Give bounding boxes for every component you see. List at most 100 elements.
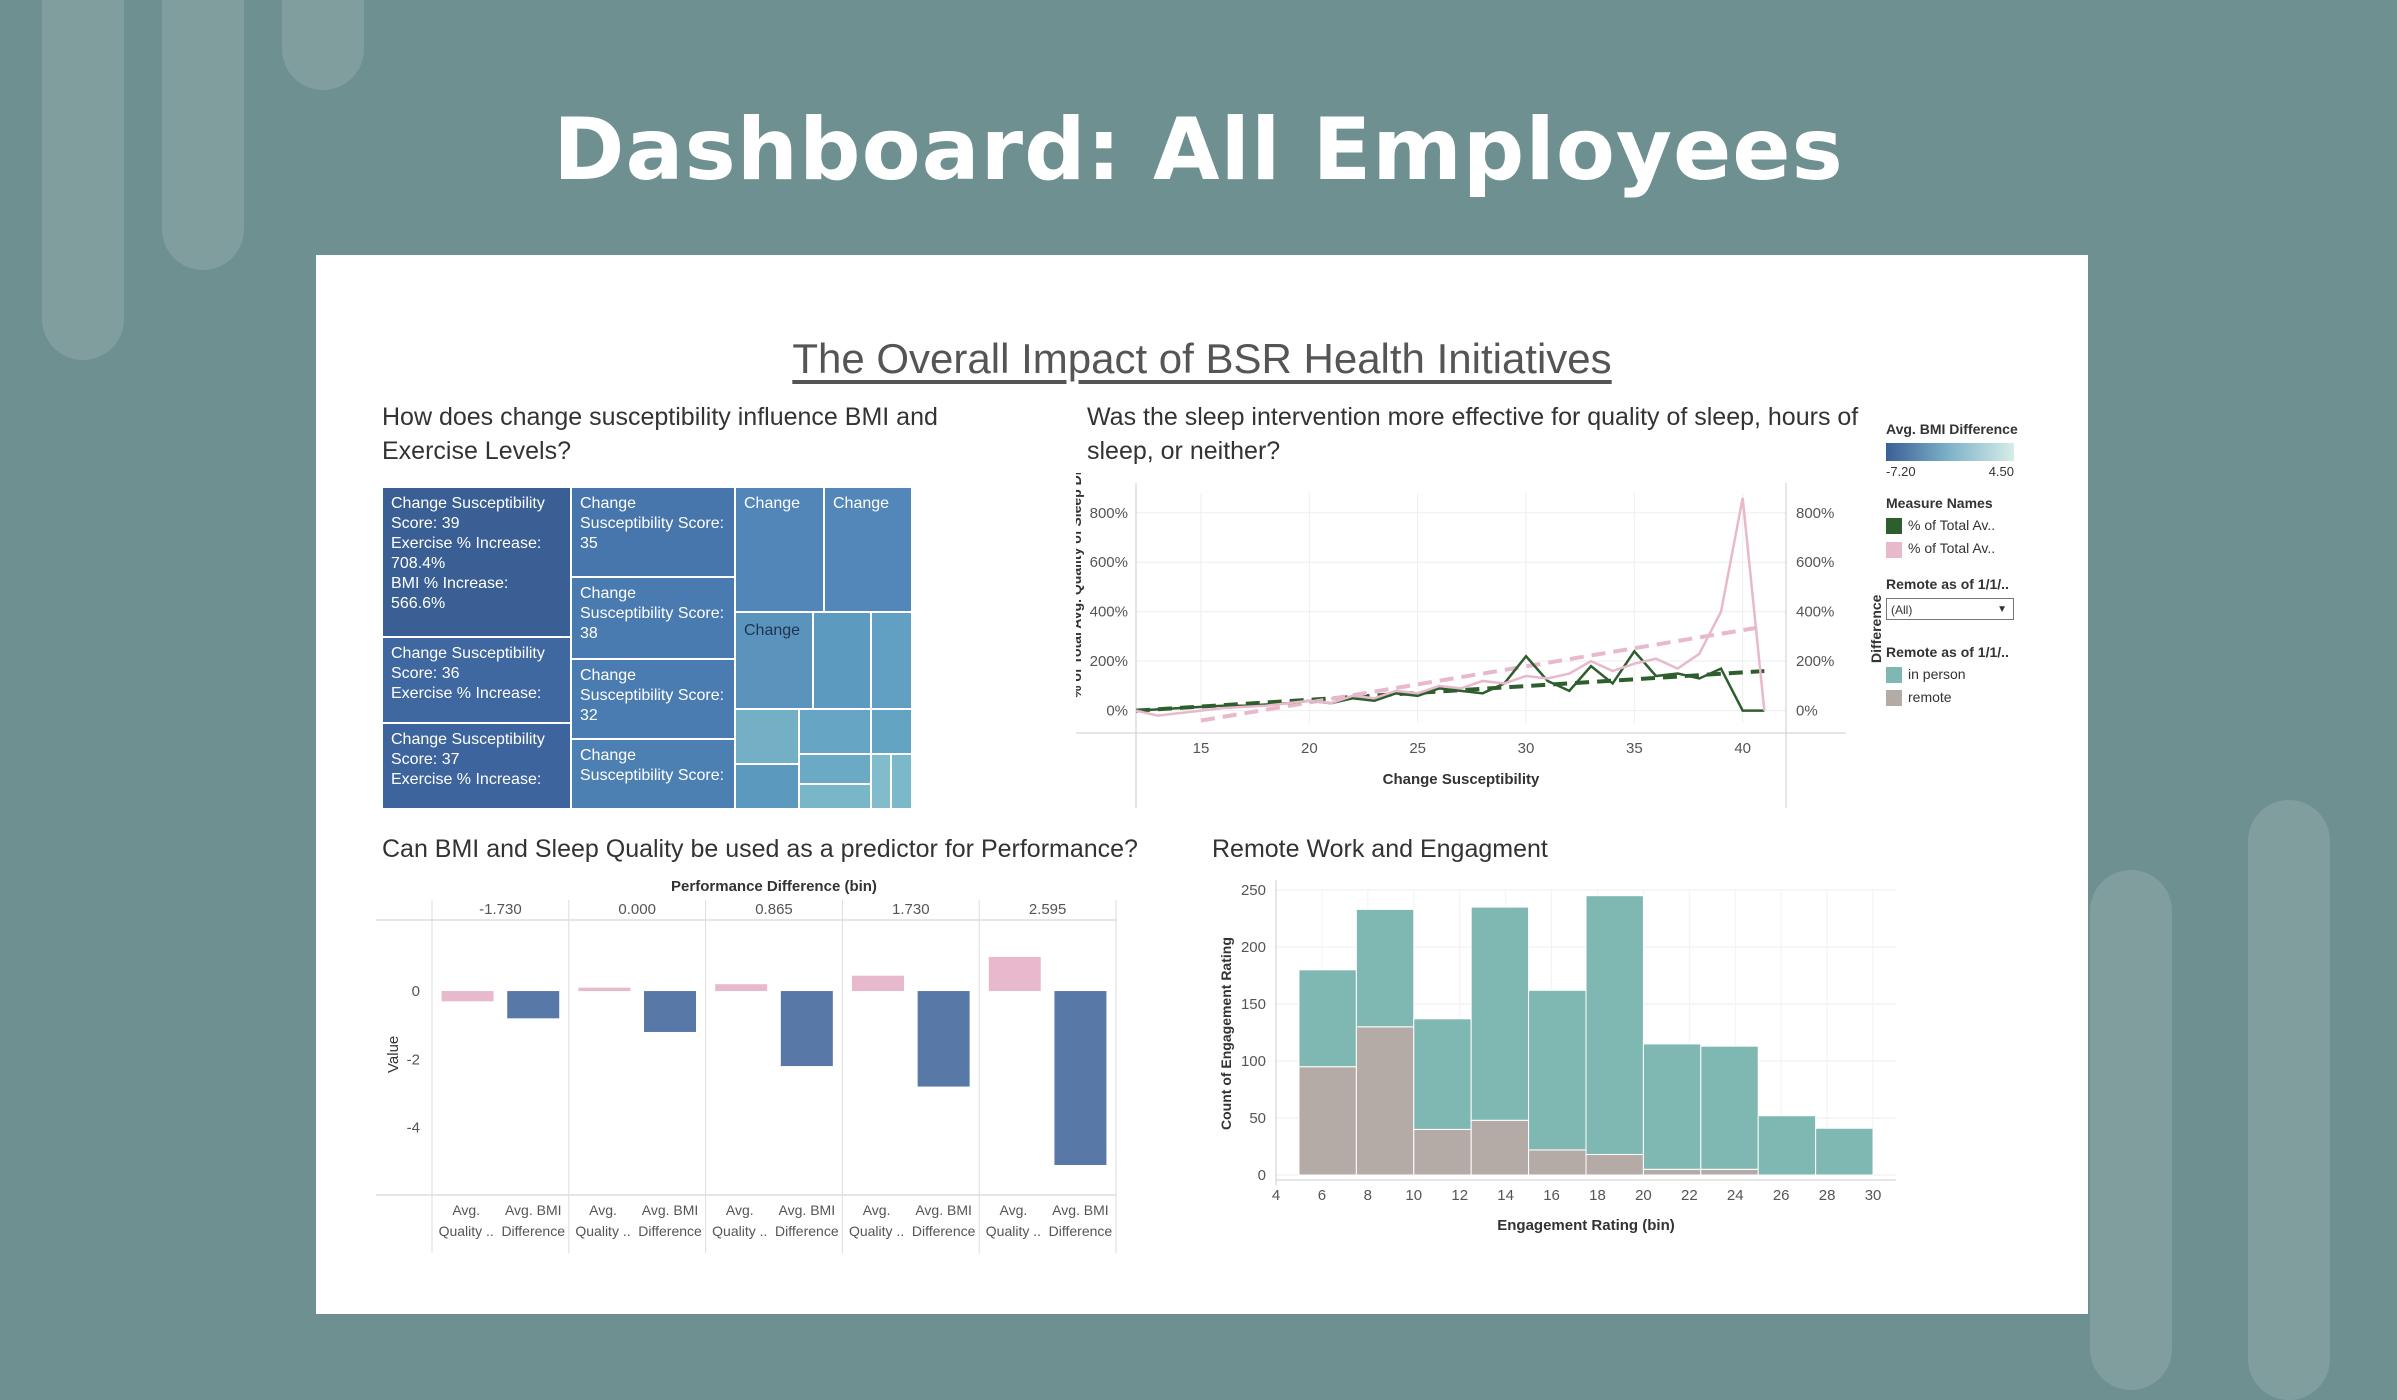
legend-swatch	[1886, 666, 1902, 683]
y-tick-label: -4	[407, 1119, 420, 1136]
treemap-tile[interactable]: Change Susceptibility Score: 37 Exercise…	[382, 723, 571, 809]
remote-bar	[1528, 1149, 1587, 1176]
remote-filter-dropdown[interactable]: (All) ▼	[1886, 597, 2014, 620]
in-person-bar	[1413, 1018, 1472, 1130]
sleep-line-chart[interactable]: 0% 0% 200% 200% 400% 400% 600% 600% 800% 800% 15 20…	[1076, 473, 1896, 823]
treemap-tile[interactable]: Change	[735, 612, 813, 709]
bar-label: Avg.	[726, 1202, 754, 1218]
x-tick-label: 26	[1773, 1187, 1790, 1204]
treemap-tile-label: Change	[744, 495, 801, 512]
x-axis-title: Engagement Rating (bin)	[1497, 1217, 1675, 1234]
performance-bar-chart[interactable]: Performance Difference (bin) 0 -2 -4 Value -1…	[376, 875, 1126, 1295]
treemap-tile[interactable]: Change Susceptibility Score: 32	[571, 659, 735, 739]
treemap-tile[interactable]	[871, 612, 912, 709]
legend-swatch	[1886, 518, 1902, 535]
y-right-axis-title: Difference	[1868, 594, 1884, 663]
bmi-legend-min: -7.20	[1886, 464, 1916, 479]
x-tick-label: 30	[1518, 740, 1535, 757]
bar-label: Quality ..	[849, 1223, 904, 1239]
treemap-tile[interactable]	[891, 754, 912, 809]
bar-label: Avg. BMI	[915, 1202, 972, 1218]
column-label: 0.865	[755, 901, 793, 918]
treemap-tile[interactable]	[799, 754, 871, 784]
legend-swatch	[1886, 541, 1902, 558]
series-line	[1135, 649, 1765, 712]
bar-label: Quality ..	[986, 1223, 1041, 1239]
bmi-legend-max: 4.50	[1988, 464, 2014, 479]
bar-label: Difference	[912, 1223, 976, 1239]
dashboard-heading: The Overall Impact of BSR Health Initiat…	[792, 335, 1612, 382]
legend-label: % of Total Av..	[1908, 517, 1996, 533]
bmi-bar	[644, 991, 697, 1032]
treemap-tile-label: Change Susceptibility Score: 32	[580, 667, 725, 724]
bar-label: Difference	[638, 1223, 702, 1239]
bar-label: Difference	[775, 1223, 839, 1239]
column-label: 1.730	[892, 901, 930, 918]
treemap-tile[interactable]	[813, 612, 871, 709]
y-tick-label: 150	[1241, 996, 1266, 1013]
in-person-bar	[1815, 1127, 1874, 1176]
y-right-tick-label: 800%	[1796, 505, 1834, 522]
treemap-tile[interactable]	[871, 709, 912, 754]
treemap-tile[interactable]	[735, 764, 799, 809]
treemap-tile[interactable]: Change Susceptibility Score: 39 Exercise…	[382, 487, 571, 637]
treemap-tile[interactable]	[871, 754, 891, 809]
treemap-tile[interactable]: Change Susceptibility Score: 38	[571, 577, 735, 659]
decorative-bar	[162, 0, 244, 270]
y-tick-label: 0	[1258, 1167, 1266, 1184]
treemap-tile[interactable]: Change	[735, 487, 824, 612]
bmi-bar	[780, 991, 833, 1067]
treemap-tile[interactable]: Change Susceptibility Score: 35	[571, 487, 735, 577]
x-tick-label: 28	[1819, 1187, 1836, 1204]
y-axis-title: Value	[385, 1036, 402, 1073]
x-tick-label: 30	[1865, 1187, 1882, 1204]
remote-legend-item[interactable]: in person	[1886, 666, 2086, 683]
x-tick-label: 25	[1409, 740, 1426, 757]
bar-label: Quality ..	[712, 1223, 767, 1239]
treemap-tile[interactable]	[735, 709, 799, 764]
in-person-bar	[1298, 969, 1357, 1068]
engagement-histogram[interactable]: 0 50 100 150 200 250 4 6 8 10 12 14 16 18 20 22 24 26 28 30…	[1216, 875, 1946, 1295]
bmi-legend-title: Avg. BMI Difference	[1886, 421, 2018, 437]
y-right-tick-label: 0%	[1796, 703, 1818, 720]
bar-label: Quality ..	[439, 1223, 494, 1239]
treemap-tile[interactable]: Change	[824, 487, 912, 612]
remote-bar	[1700, 1168, 1759, 1176]
bar-label: Avg. BMI	[779, 1202, 836, 1218]
quality-bar	[988, 956, 1041, 992]
in-person-bar	[1700, 1045, 1759, 1170]
measure-legend-item[interactable]: % of Total Av..	[1886, 540, 2086, 558]
decorative-bar	[282, 0, 364, 90]
treemap-question: How does change susceptibility influence…	[382, 403, 938, 465]
decorative-bar	[2090, 870, 2172, 1390]
treemap-tile-label: Change Susceptibility Score: 35	[580, 495, 725, 552]
y-axis-title: Count of Engagement Rating	[1218, 937, 1234, 1130]
y-tick-label: -2	[407, 1051, 420, 1068]
bar-label: Difference	[1049, 1223, 1113, 1239]
trendline	[1200, 624, 1765, 723]
remote-legend-item[interactable]: remote	[1886, 689, 2086, 707]
y-tick-label: 250	[1241, 882, 1266, 899]
treemap-tile[interactable]	[799, 709, 871, 754]
remote-bar	[1413, 1128, 1472, 1176]
bar-label: Avg. BMI	[505, 1202, 562, 1218]
treemap-tile-label: Change Susceptibility Score: 37 Exercise…	[391, 731, 545, 788]
bar-label: Quality ..	[575, 1223, 630, 1239]
treemap-tile[interactable]: Change Susceptibility Score:	[571, 739, 735, 809]
y-tick-label: 200%	[1090, 653, 1128, 670]
measure-legend-item[interactable]: % of Total Av..	[1886, 517, 2086, 535]
y-tick-label: 400%	[1090, 604, 1128, 621]
treemap-tile[interactable]	[799, 784, 871, 809]
in-person-bar	[1585, 895, 1644, 1155]
legend-panel: Avg. BMI Difference -7.20 4.50 Measure N…	[1886, 421, 2086, 712]
x-tick-label: 40	[1734, 740, 1751, 757]
treemap-tile-label: Change Susceptibility Score: 36 Exercise…	[391, 645, 545, 702]
remote-legend-title: Remote as of 1/1/..	[1886, 643, 2009, 660]
bmi-color-ramp	[1886, 443, 2014, 461]
quality-bar	[715, 984, 768, 992]
dashboard-card: The Overall Impact of BSR Health Initiat…	[316, 255, 2088, 1314]
treemap-tile[interactable]: Change Susceptibility Score: 36 Exercise…	[382, 637, 571, 723]
x-tick-label: 8	[1364, 1187, 1372, 1204]
treemap[interactable]: Change Susceptibility Score: 39 Exercise…	[382, 487, 912, 809]
x-tick-label: 20	[1635, 1187, 1652, 1204]
